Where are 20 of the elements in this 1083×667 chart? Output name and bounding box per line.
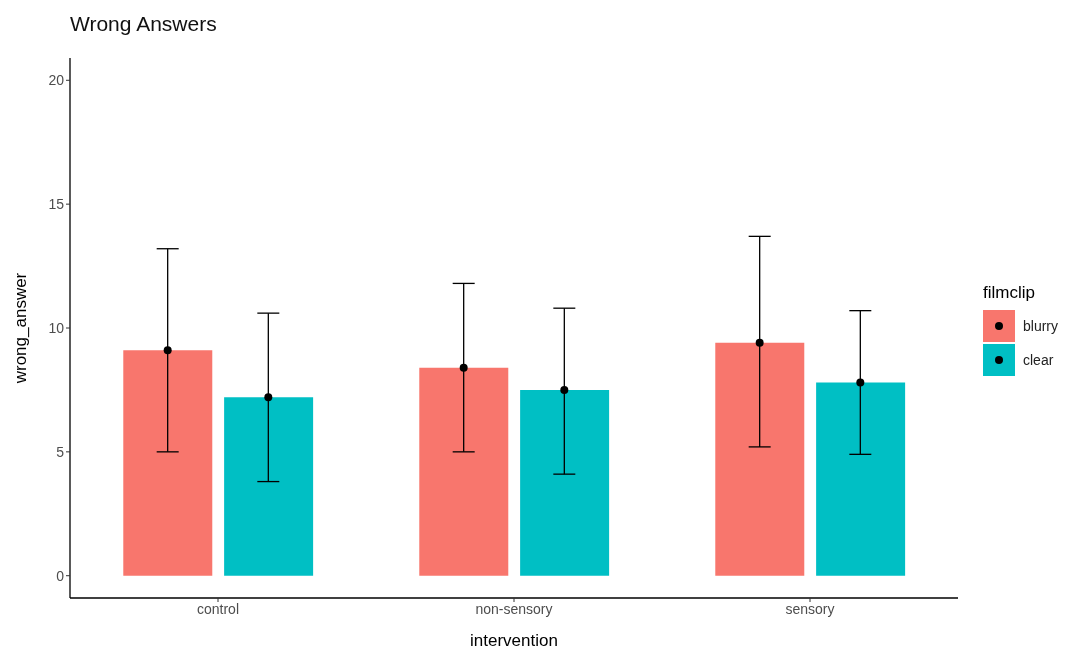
y-tick-label: 20 — [48, 72, 65, 89]
x-tick-label: non-sensory — [475, 600, 553, 617]
bar — [715, 342, 805, 576]
chart-title: Wrong Answers — [70, 12, 217, 36]
y-tick-label: 15 — [48, 196, 65, 213]
x-tick-label: sensory — [785, 600, 835, 617]
legend-label: blurry — [1023, 318, 1059, 334]
y-axis-title: wrong_answer — [11, 272, 31, 385]
y-tick-label: 10 — [48, 319, 65, 336]
bar — [123, 350, 213, 576]
bar — [520, 389, 610, 576]
x-tick-label: control — [196, 600, 240, 617]
y-tick-label: 0 — [56, 567, 65, 584]
legend-label: clear — [1023, 352, 1054, 368]
legend-title: filmclip — [983, 283, 1036, 303]
bar — [816, 382, 906, 576]
x-axis-title: intervention — [470, 631, 558, 650]
bar — [419, 367, 509, 576]
bar — [224, 397, 314, 576]
y-tick-label: 5 — [56, 443, 65, 460]
